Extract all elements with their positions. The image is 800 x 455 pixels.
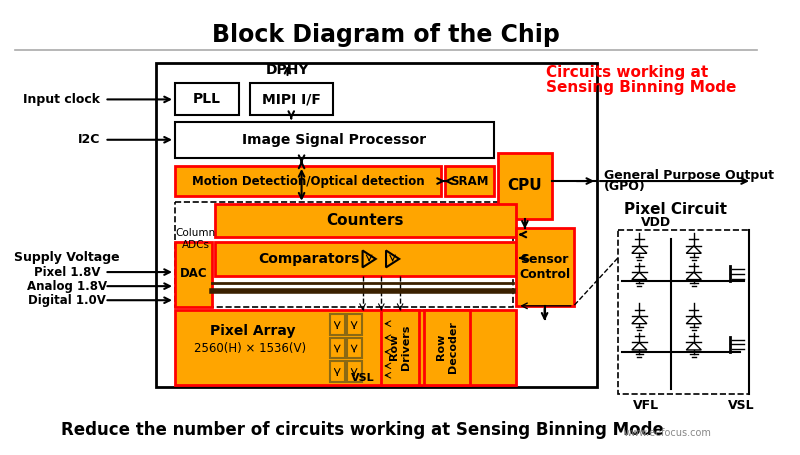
Text: Row
Drivers: Row Drivers (390, 324, 411, 370)
Text: www.eefocus.com: www.eefocus.com (623, 429, 711, 439)
Bar (346, 338, 362, 359)
Text: PLL: PLL (193, 92, 221, 106)
Bar (330, 338, 345, 359)
Bar (175, 242, 213, 307)
Bar (445, 166, 494, 196)
Text: Sensing Binning Mode: Sensing Binning Mode (546, 80, 736, 95)
Bar (423, 309, 470, 384)
Text: DPHY: DPHY (266, 63, 310, 77)
Text: Comparators: Comparators (258, 252, 360, 266)
Bar (346, 314, 362, 335)
Text: Pixel Array: Pixel Array (210, 324, 295, 338)
Bar (156, 63, 597, 387)
Text: SRAM: SRAM (450, 175, 489, 187)
Bar (250, 83, 333, 116)
Text: Input clock: Input clock (23, 93, 100, 106)
Text: General Purpose Output: General Purpose Output (604, 169, 774, 182)
Text: VDD: VDD (642, 216, 671, 229)
Text: DAC: DAC (180, 268, 207, 280)
Text: Digital 1.0V: Digital 1.0V (28, 294, 106, 307)
Text: Counters: Counters (326, 213, 404, 228)
Text: Supply Voltage: Supply Voltage (14, 252, 120, 264)
Bar (215, 203, 515, 238)
Bar (618, 230, 749, 394)
Text: CPU: CPU (507, 178, 542, 193)
Text: (GPO): (GPO) (604, 180, 646, 193)
Text: VSL: VSL (728, 399, 755, 412)
Bar (175, 122, 494, 157)
Bar (515, 228, 574, 306)
Text: Motion Detection/Optical detection: Motion Detection/Optical detection (192, 175, 425, 187)
Text: Block Diagram of the Chip: Block Diagram of the Chip (212, 23, 560, 47)
Text: Column
ADCs: Column ADCs (175, 228, 216, 250)
Text: Image Signal Processor: Image Signal Processor (242, 133, 426, 147)
Bar (215, 242, 515, 276)
Text: Circuits working at: Circuits working at (546, 65, 708, 80)
Text: VFL: VFL (633, 399, 659, 412)
Bar (330, 361, 345, 382)
Text: Row
Decoder: Row Decoder (436, 321, 458, 373)
Bar (330, 314, 345, 335)
Text: Sensor
Control: Sensor Control (519, 253, 570, 281)
Text: I2C: I2C (78, 133, 100, 146)
Bar (346, 361, 362, 382)
Bar (175, 83, 238, 116)
Text: Analog 1.8V: Analog 1.8V (27, 280, 107, 293)
Text: 2560(H) × 1536(V): 2560(H) × 1536(V) (194, 342, 306, 354)
Bar (175, 309, 515, 384)
Text: Reduce the number of circuits working at Sensing Binning Mode: Reduce the number of circuits working at… (61, 421, 664, 439)
Bar (382, 309, 419, 384)
Text: VSL: VSL (350, 373, 374, 383)
Bar (175, 202, 513, 307)
Text: Pixel 1.8V: Pixel 1.8V (34, 266, 100, 278)
Bar (498, 153, 552, 218)
Text: Pixel Circuit: Pixel Circuit (623, 202, 726, 217)
Text: MIPI I/F: MIPI I/F (262, 92, 321, 106)
Bar (175, 166, 442, 196)
